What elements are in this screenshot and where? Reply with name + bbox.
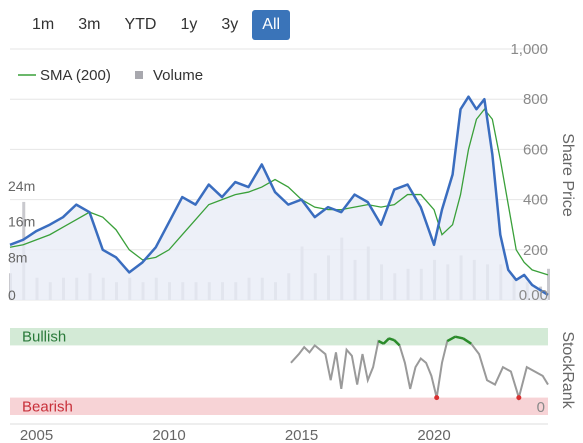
range-button-ytd[interactable]: YTD	[124, 16, 157, 33]
price-tick-label: 200	[523, 242, 548, 259]
stockrank-bullish-segment	[377, 339, 385, 345]
x-tick-label: 2015	[285, 427, 318, 443]
volume-tick-label: 8m	[8, 249, 27, 265]
stockrank-bullish-segment	[454, 335, 464, 340]
volume-bar	[547, 268, 550, 300]
rank-band-label: Bullish	[22, 329, 66, 346]
stockrank-tick-label: 0	[537, 399, 545, 416]
volume-tick-label: 0	[8, 287, 16, 303]
rank-band-label: Bearish	[22, 398, 73, 415]
price-tick-label: 400	[523, 192, 548, 209]
x-tick-label: 2005	[20, 427, 53, 443]
range-button-all[interactable]: All	[252, 10, 291, 40]
stockrank-axis-title: StockRank	[559, 331, 576, 409]
rank-band-bullish	[10, 328, 548, 346]
price-axis-title: Share Price	[559, 133, 576, 217]
stockrank-bullish-segment	[388, 337, 395, 342]
x-tick-label: 2020	[417, 427, 450, 443]
stockrank-bearish-point	[434, 395, 440, 401]
x-tick-label: 2010	[152, 427, 185, 443]
volume-tick-label: 24m	[8, 178, 35, 194]
price-tick-label: 800	[523, 91, 548, 108]
legend-volume-label: Volume	[153, 67, 203, 84]
stockrank-bullish-segment	[446, 335, 456, 343]
price-line	[9, 95, 549, 297]
stockrank-bullish-segment	[462, 337, 472, 345]
range-button-3m[interactable]: 3m	[78, 16, 101, 33]
price-tick-label: 1,000	[510, 41, 548, 58]
price-area	[10, 96, 548, 300]
stockrank-line	[290, 335, 549, 402]
price-tick-label: 600	[523, 141, 548, 158]
price-tick-label: 0.00	[519, 287, 548, 304]
range-button-3y[interactable]: 3y	[221, 16, 239, 33]
legend-sma-label: SMA (200)	[40, 67, 111, 84]
rank-band-bearish	[10, 397, 548, 415]
stockrank-bullish-segment	[382, 337, 390, 345]
range-selector: 1m 3m YTD 1y 3y All	[22, 10, 294, 42]
volume-tick-label: 16m	[8, 214, 35, 230]
legend-volume-swatch	[135, 71, 143, 79]
stockrank-bearish-point	[516, 395, 522, 401]
range-button-1y[interactable]: 1y	[180, 16, 198, 33]
stockrank-bullish-segment	[393, 339, 401, 347]
range-button-1m[interactable]: 1m	[32, 16, 55, 33]
